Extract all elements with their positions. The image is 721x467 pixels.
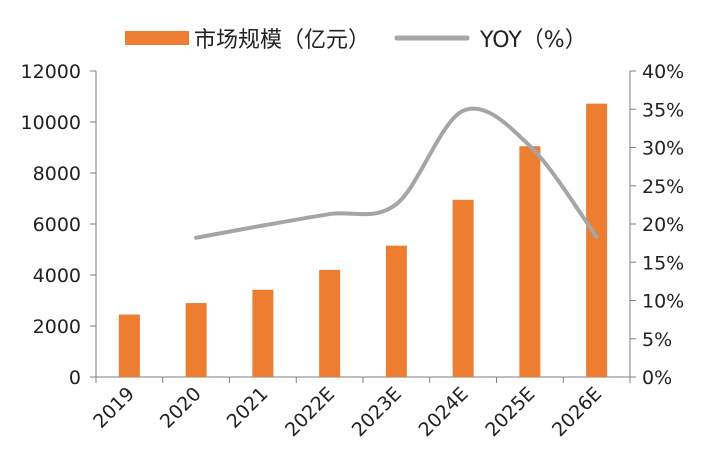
axes [90, 70, 636, 383]
left-tick-label: 6000 [33, 214, 81, 236]
tick-labels: 0 2000 4000 6000 8000 10000 12000 0% 5% 10% 15% 20%… [21, 61, 685, 441]
right-tick-label: 10% [642, 291, 684, 313]
right-tick-label: 35% [642, 99, 684, 121]
bar [118, 314, 140, 377]
legend: 市场规模（亿元） YOY（%） [125, 28, 587, 53]
bar [252, 289, 274, 377]
bar [385, 245, 407, 377]
left-tick-label: 10000 [21, 112, 81, 134]
right-tick-label: 5% [642, 329, 672, 351]
x-tick-label: 2020 [156, 383, 206, 433]
right-tick-label: 30% [642, 138, 684, 160]
right-tick-label: 40% [642, 61, 684, 83]
left-tick-label: 8000 [33, 163, 81, 185]
bar [586, 103, 608, 377]
right-tick-label: 15% [642, 252, 684, 274]
bars [118, 103, 608, 377]
x-tick-label: 2025E [481, 383, 539, 441]
bar [319, 269, 341, 377]
legend-label-bar: 市场规模（亿元） [194, 28, 370, 53]
left-tick-label: 12000 [21, 61, 81, 83]
right-tick-label: 20% [642, 214, 684, 236]
bar [519, 146, 541, 377]
left-tick-label: 4000 [33, 265, 81, 287]
x-tick-label: 2022E [281, 383, 339, 441]
bar [185, 303, 207, 377]
bar [452, 199, 474, 377]
x-tick-label: 2024E [414, 383, 472, 441]
legend-label-line: YOY（%） [479, 28, 587, 53]
left-tick-label: 0 [69, 367, 81, 389]
x-tick-label: 2021 [223, 383, 273, 433]
right-tick-label: 25% [642, 176, 684, 198]
yoy-line [194, 106, 599, 240]
left-tick-label: 2000 [33, 316, 81, 338]
legend-swatch-bar [125, 31, 189, 45]
x-tick-label: 2023E [348, 383, 406, 441]
yoy-line-group [194, 106, 599, 240]
right-tick-label: 0% [642, 367, 672, 389]
x-tick-label: 2026E [548, 383, 606, 441]
x-tick-label: 2019 [89, 383, 139, 433]
